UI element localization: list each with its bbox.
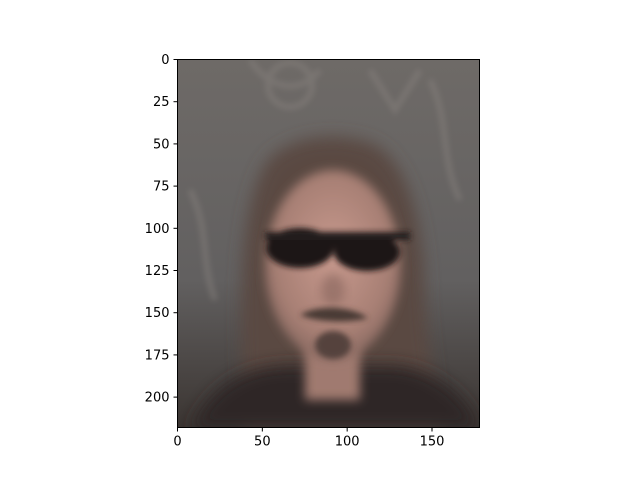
- axes-frame: [177, 59, 480, 428]
- mustache: [300, 307, 368, 322]
- y-axis: 0 25 50 75 100 125 150 175 200: [145, 53, 178, 406]
- y-tick-label: 200: [145, 391, 170, 406]
- x-tick-label: 0: [173, 435, 181, 450]
- y-tick-label: 25: [153, 95, 170, 110]
- x-tick-label: 150: [420, 435, 445, 450]
- x-axis: 0 50 100 150: [173, 427, 445, 450]
- x-tick-label: 100: [335, 435, 360, 450]
- goatee: [315, 331, 351, 359]
- y-tick-label: 50: [153, 137, 170, 152]
- y-tick-label: 75: [153, 180, 170, 195]
- y-tick-label: 125: [145, 264, 170, 279]
- x-tick-label: 50: [254, 435, 271, 450]
- y-tick-label: 100: [145, 222, 170, 237]
- y-tick-label: 175: [145, 348, 170, 363]
- photo: [177, 59, 479, 427]
- sunglasses: [265, 228, 410, 271]
- face: [265, 170, 401, 360]
- y-tick-label: 150: [145, 306, 170, 321]
- y-tick-label: 0: [161, 53, 169, 68]
